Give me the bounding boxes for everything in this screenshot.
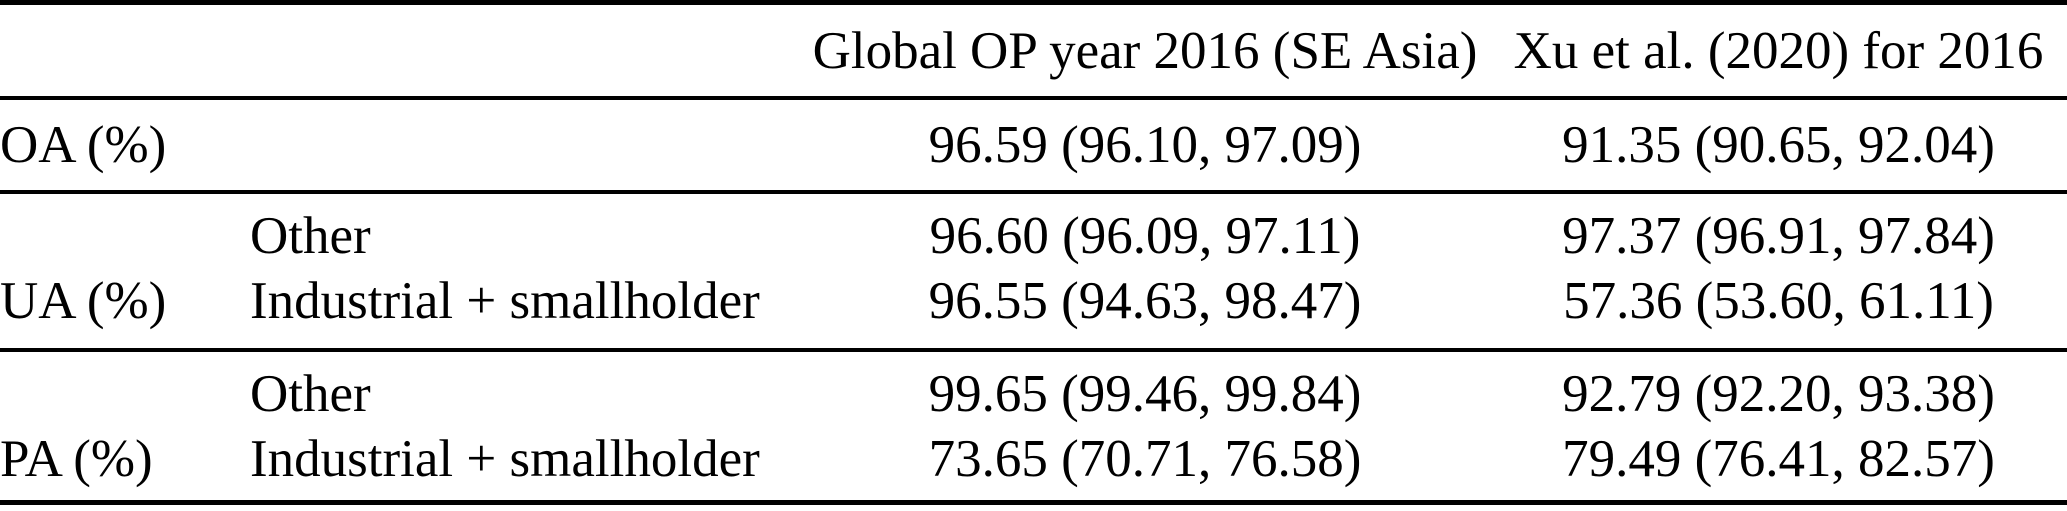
value-pa-other-xu-et-al: 92.79 (92.20, 93.38) <box>1562 365 1995 423</box>
cell-ua-categories: Other Industrial + smallholder <box>250 192 800 350</box>
category-pa-industrial-smallholder: Industrial + smallholder <box>250 430 760 488</box>
cell-pa-categories: Other Industrial + smallholder <box>250 350 800 503</box>
table-row-group-pa: PA (%) Other Industrial + smallholder 99… <box>0 350 2067 503</box>
value-ua-other-xu-et-al: 97.37 (96.91, 97.84) <box>1562 207 1995 265</box>
cell-pa-xu-et-al: 92.79 (92.20, 93.38) 79.49 (76.41, 82.57… <box>1490 350 2067 503</box>
header-empty-metric <box>0 3 250 99</box>
category-ua-other: Other <box>250 207 371 265</box>
row-label-ua: UA (%) <box>0 192 250 350</box>
cell-pa-global-op: 99.65 (99.46, 99.84) 73.65 (70.71, 76.58… <box>800 350 1490 503</box>
value-ua-industrial-xu-et-al: 57.36 (53.60, 61.11) <box>1563 272 1994 330</box>
row-label-pa: PA (%) <box>0 350 250 503</box>
table-header-row: Global OP year 2016 (SE Asia) Xu et al. … <box>0 3 2067 99</box>
header-empty-category <box>250 3 800 99</box>
value-pa-industrial-global-op: 73.65 (70.71, 76.58) <box>928 430 1362 488</box>
table-row-oa: OA (%) 96.59 (96.10, 97.09) 91.35 (90.65… <box>0 98 2067 192</box>
cell-oa-xu-et-al: 91.35 (90.65, 92.04) <box>1562 116 1995 174</box>
cell-ua-global-op: 96.60 (96.09, 97.11) 96.55 (94.63, 98.47… <box>800 192 1490 350</box>
category-ua-industrial-smallholder: Industrial + smallholder <box>250 272 760 330</box>
value-pa-other-global-op: 99.65 (99.46, 99.84) <box>928 365 1362 423</box>
column-header-global-op: Global OP year 2016 (SE Asia) <box>812 21 1478 80</box>
category-pa-other: Other <box>250 365 371 423</box>
table-row-group-ua: UA (%) Other Industrial + smallholder 96… <box>0 192 2067 350</box>
value-ua-other-global-op: 96.60 (96.09, 97.11) <box>929 207 1361 265</box>
metric-label-ua: UA (%) <box>0 272 167 330</box>
cell-oa-category <box>250 98 800 192</box>
row-label-oa: OA (%) <box>0 116 167 174</box>
metric-label-pa: PA (%) <box>0 430 153 488</box>
cell-ua-xu-et-al: 97.37 (96.91, 97.84) 57.36 (53.60, 61.11… <box>1490 192 2067 350</box>
column-header-xu-et-al: Xu et al. (2020) for 2016 <box>1513 21 2044 80</box>
value-pa-industrial-xu-et-al: 79.49 (76.41, 82.57) <box>1562 430 1995 488</box>
cell-oa-global-op: 96.59 (96.10, 97.09) <box>928 116 1362 174</box>
value-ua-industrial-global-op: 96.55 (94.63, 98.47) <box>928 272 1362 330</box>
